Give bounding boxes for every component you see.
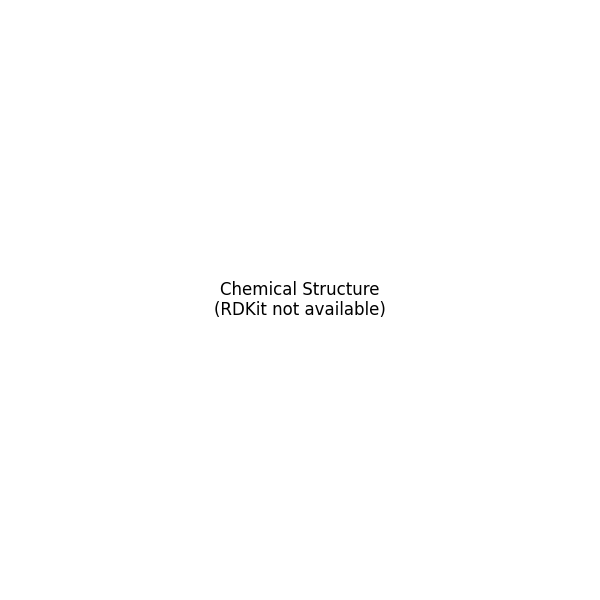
- Text: Chemical Structure
(RDKit not available): Chemical Structure (RDKit not available): [214, 281, 386, 319]
